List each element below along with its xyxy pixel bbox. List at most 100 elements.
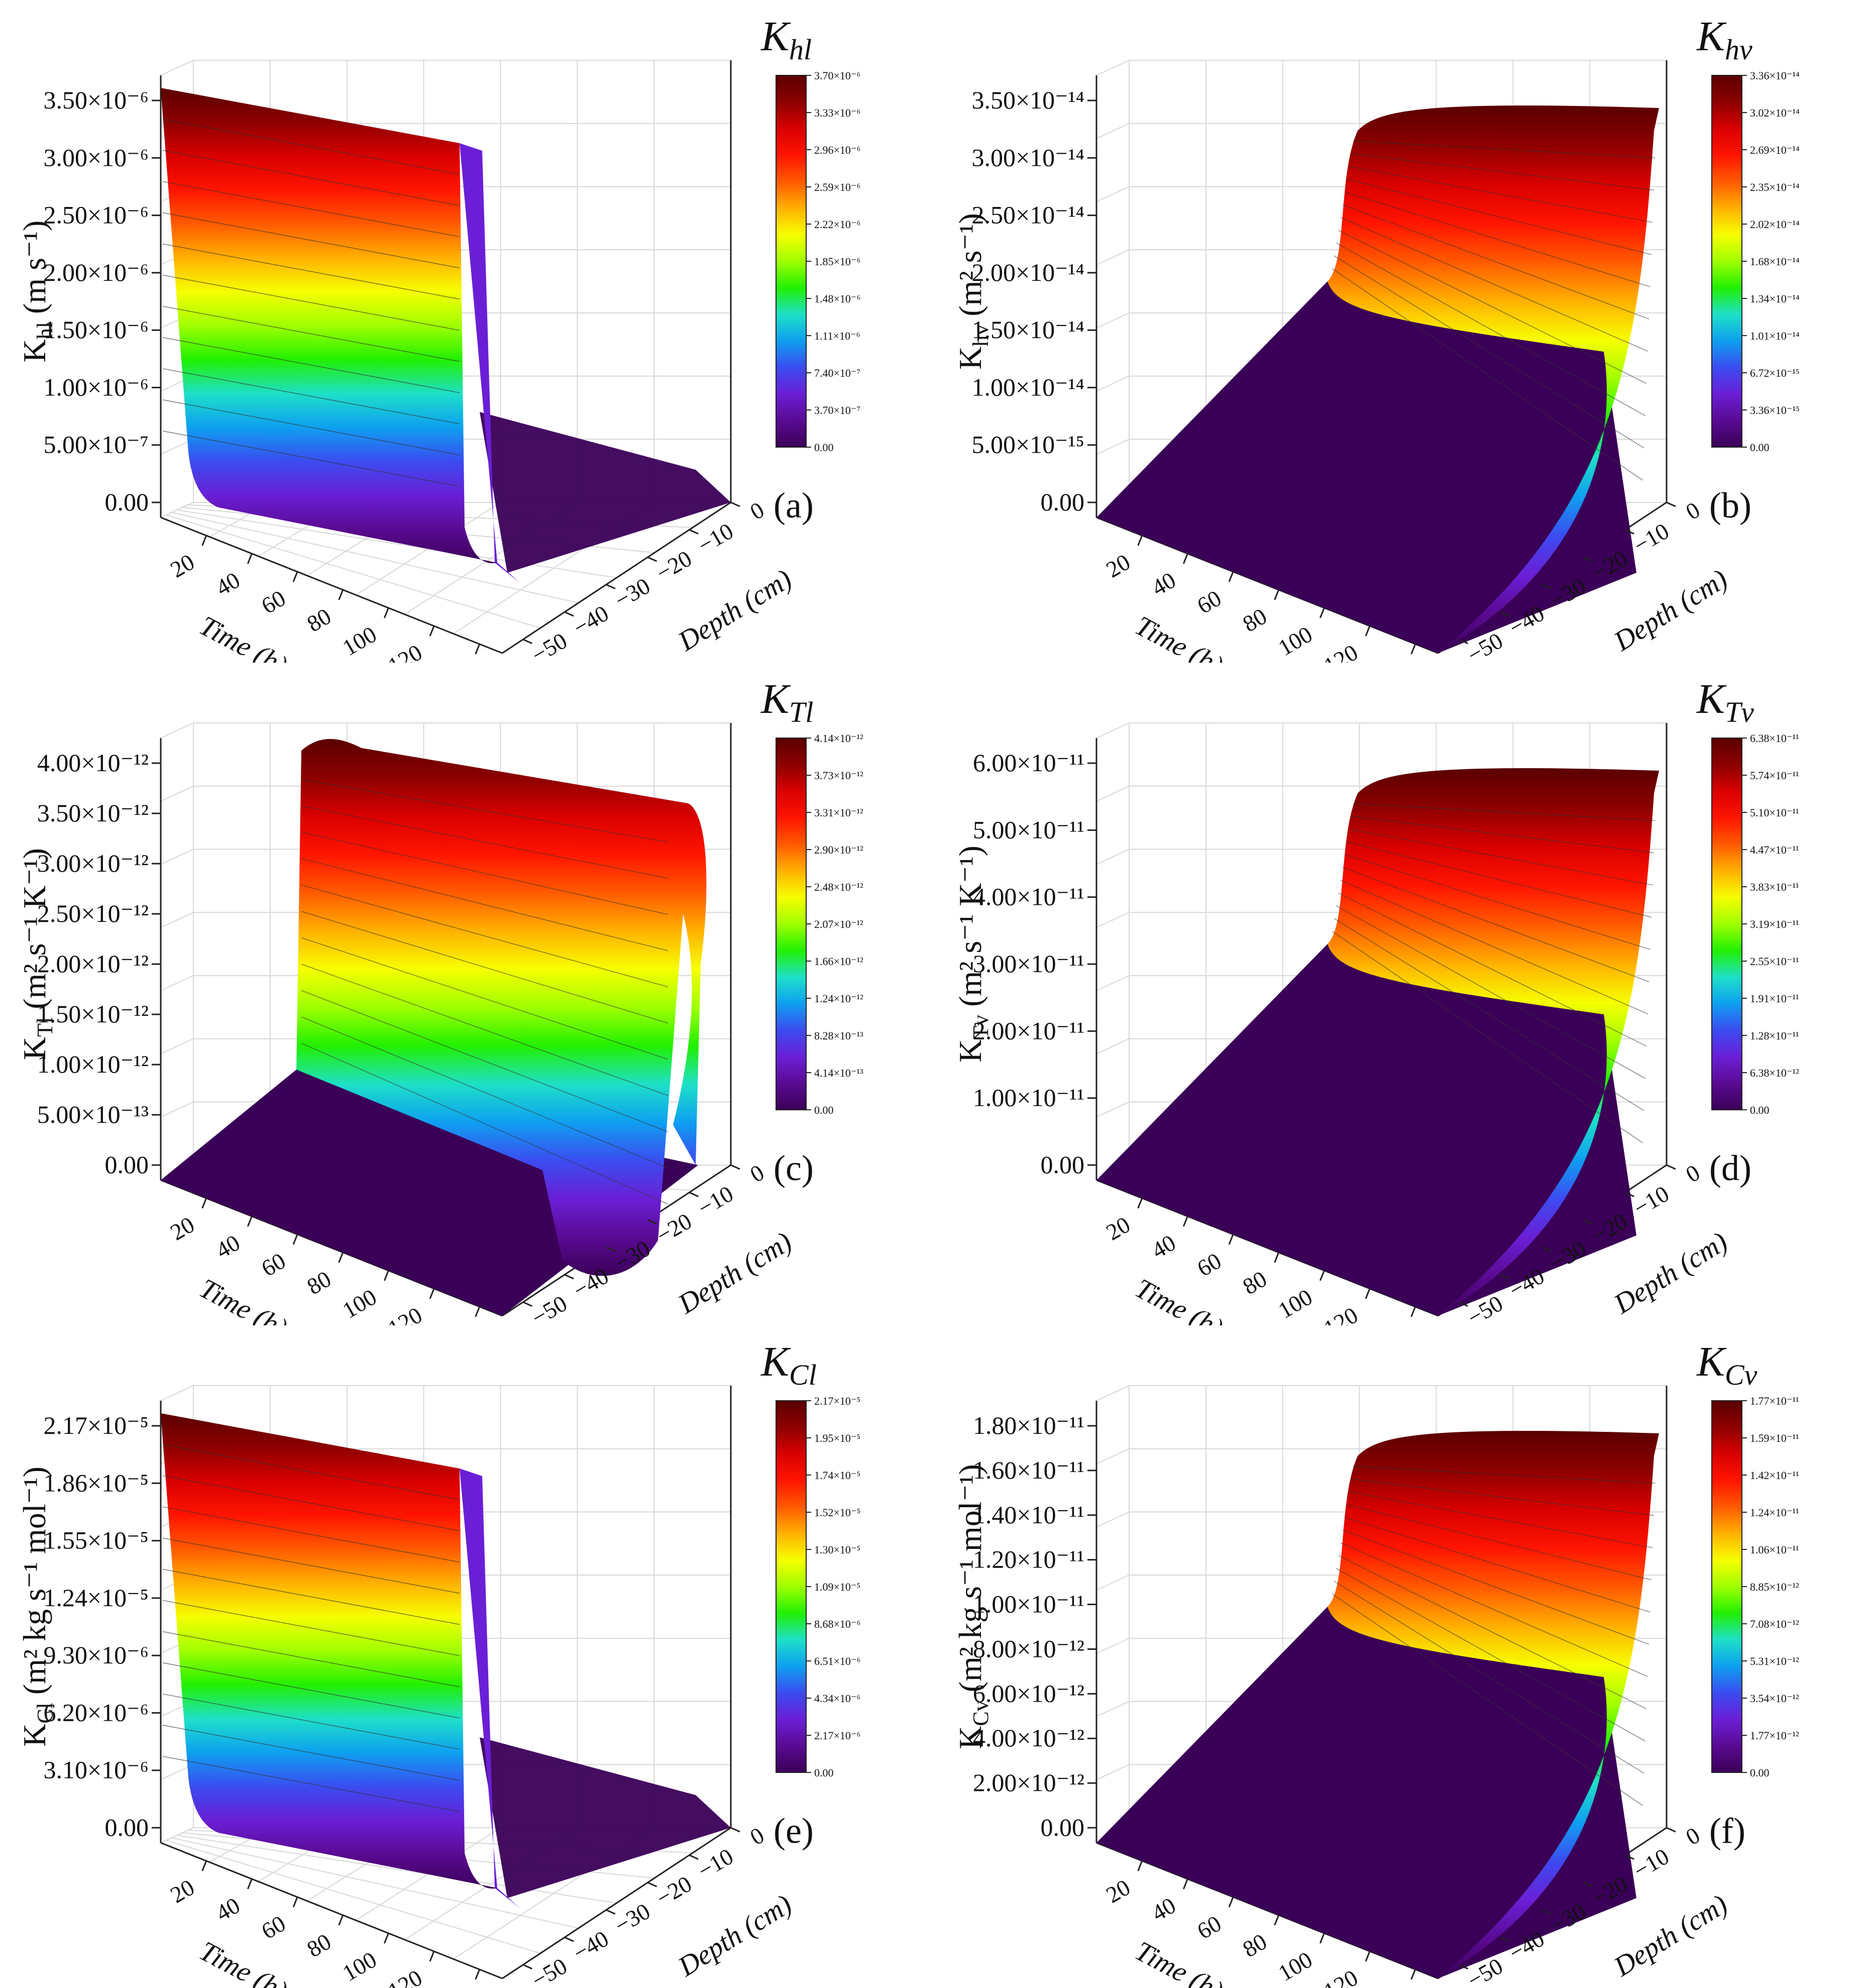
plot-d: 0.00 1.00×10⁻¹¹ 2.00×10⁻¹¹ 3.00×10⁻¹¹ 4.00×1… (952, 676, 1799, 1325)
contour-line (301, 884, 669, 988)
colorbar: 6.38×10⁻¹¹ 5.74×10⁻¹¹ 5.10×10⁻¹¹ 4.47×10⁻¹¹… (1711, 732, 1799, 1116)
depth-tick-mark (1624, 529, 1634, 535)
contour-line (162, 1725, 460, 1781)
panel-d: 0.00 1.00×10⁻¹¹ 2.00×10⁻¹¹ 3.00×10⁻¹¹ 4.00×1… (936, 663, 1871, 1325)
y-tick-label: 3.50×10⁻⁶ (43, 86, 149, 114)
x-tick-label: 140 (1365, 1982, 1407, 1988)
colorbar-tick-label: 4.14×10⁻¹³ (814, 1067, 863, 1079)
colorbar-tick-label: 1.68×10⁻¹⁴ (1750, 255, 1800, 268)
x-tick-label: 100 (338, 1946, 381, 1986)
x-tick-label: 60 (257, 1247, 290, 1281)
surface-edge (460, 1469, 520, 1908)
contour-line (1353, 803, 1656, 821)
depth-tick-mark (1500, 1274, 1510, 1280)
x-tick-label: 140 (429, 1982, 472, 1988)
contour-line (162, 1568, 460, 1625)
contour-line (1349, 1491, 1653, 1548)
x-tick-mark (1410, 1306, 1416, 1317)
depth-tick-label: −40 (569, 600, 613, 641)
colorbar-tick-label: 7.08×10⁻¹² (1750, 1618, 1799, 1630)
x-tick-label: 140 (429, 1320, 472, 1325)
y-axis-label: Khv (m² s⁻¹) (952, 213, 993, 370)
contour-line (162, 1444, 460, 1500)
contour-line (1349, 166, 1653, 223)
depth-tick-label: 0 (1682, 1160, 1704, 1188)
contour-line (162, 119, 460, 175)
depth-tick-mark (1666, 501, 1676, 507)
colorbar-tick-label: 0.00 (814, 1104, 834, 1116)
x-tick-mark (1274, 1252, 1280, 1263)
surface-f (1096, 1431, 1659, 1978)
y-tick-label: 6.00×10⁻¹¹ (973, 749, 1084, 777)
colorbar-tick-label: 6.51×10⁻⁶ (814, 1655, 860, 1667)
x-tick-label: 60 (1193, 585, 1226, 618)
y-tick-label: 2.00×10⁻⁶ (43, 258, 149, 286)
panel-b: 0.00 5.00×10⁻¹⁵ 1.00×10⁻¹⁴ 1.50×10⁻¹⁴ 2.00×1… (936, 0, 1871, 663)
contour-line (162, 1475, 460, 1531)
depth-tick-label: −20 (652, 1871, 696, 1911)
colorbar-tick-label: 0.00 (1750, 441, 1770, 454)
colorbar: 2.17×10⁻⁵ 1.95×10⁻⁵ 1.74×10⁻⁵ 1.52×10⁻⁵ 1.30… (776, 1395, 860, 1779)
axes (160, 60, 732, 654)
x-tick-label: 40 (1147, 1229, 1180, 1263)
y-tick-label: 4.00×10⁻¹² (37, 749, 149, 777)
depth-tick-mark (1583, 1881, 1593, 1888)
y-axis-label: KCl (m² kg s⁻¹ mol⁻¹) (17, 1467, 57, 1747)
surface-c (161, 739, 707, 1316)
axes (160, 1386, 732, 1979)
contour-line (1338, 892, 1647, 1047)
x-tick-label: 100 (1274, 621, 1316, 661)
depth-tick-mark (689, 1854, 699, 1860)
colorbar-tick-label: 1.77×10⁻¹² (1750, 1729, 1799, 1742)
contour-line (1340, 880, 1648, 1014)
colorbar-tick-label: 1.01×10⁻¹⁴ (1750, 330, 1800, 342)
x-tick-mark (1228, 571, 1234, 582)
depth-tick-mark (1458, 1964, 1468, 1970)
contour-line (1344, 191, 1650, 287)
y-tick-label: 3.00×10⁻¹⁴ (971, 143, 1084, 171)
colorbar-tick-label: 3.70×10⁻⁶ (814, 69, 860, 82)
colorbar-tick-label: 1.30×10⁻⁵ (814, 1543, 860, 1556)
x-tick-mark (1182, 1878, 1188, 1890)
colorbar-tick-label: 6.38×10⁻¹¹ (1750, 732, 1799, 745)
depth-tick-mark (522, 639, 532, 645)
colorbar-bar (1711, 738, 1742, 1110)
colorbar-tick-label: 1.48×10⁻⁶ (814, 292, 860, 305)
depth-tick-mark (730, 1827, 740, 1833)
y-tick-label: 2.00×10⁻¹² (37, 950, 149, 978)
surface-a (161, 88, 731, 583)
colorbar-tick-label: 1.95×10⁻⁵ (814, 1432, 860, 1444)
x-tick-mark (247, 553, 253, 564)
x-tick-mark (201, 1198, 207, 1209)
x-tick-mark (383, 1933, 389, 1944)
surface-rise (1328, 768, 1659, 1316)
y-tick-label: 3.00×10⁻¹¹ (973, 950, 1084, 978)
surface-rise (1328, 1431, 1659, 1978)
depth-tick-mark (1583, 1219, 1593, 1225)
colorbar-tick-label: 2.48×10⁻¹² (814, 881, 863, 893)
colorbar-tick-label: 1.66×10⁻¹² (814, 955, 863, 968)
x-tick-mark (475, 644, 481, 655)
depth-tick-mark (647, 1219, 657, 1225)
y-tick-label: 1.60×10⁻¹¹ (973, 1456, 1084, 1484)
colorbar-tick-label: 2.17×10⁻⁶ (814, 1729, 860, 1742)
x-tick-label: 60 (1193, 1910, 1226, 1944)
colorbar-title: KTv (1696, 676, 1754, 728)
colorbar-bar (776, 1400, 807, 1773)
y-ticks: 0.00 5.00×10⁻¹³ 1.00×10⁻¹² 1.50×10⁻¹² 2.00×1… (37, 749, 161, 1179)
colorbar-tick-label: 2.35×10⁻¹⁴ (1750, 181, 1800, 193)
contour-line (301, 1042, 669, 1205)
x-tick-label: 40 (1147, 1892, 1180, 1926)
x-tick-mark (1182, 553, 1188, 564)
colorbar-tick-label: 2.55×10⁻¹¹ (1750, 955, 1799, 968)
surface-floor (1096, 281, 1636, 653)
depth-tick-mark (1458, 1301, 1468, 1307)
colorbar-tick-label: 2.69×10⁻¹⁴ (1750, 144, 1800, 156)
colorbar-tick-label: 2.59×10⁻⁶ (814, 181, 860, 193)
colorbar-tick-label: 1.28×10⁻¹¹ (1750, 1029, 1799, 1042)
x-tick-mark (1274, 1915, 1280, 1926)
y-tick-label: 3.50×10⁻¹⁴ (971, 86, 1084, 114)
contour-line (162, 337, 460, 393)
contour-line (1332, 930, 1643, 1143)
y-axis-label: Khl (m s⁻¹) (17, 221, 57, 363)
